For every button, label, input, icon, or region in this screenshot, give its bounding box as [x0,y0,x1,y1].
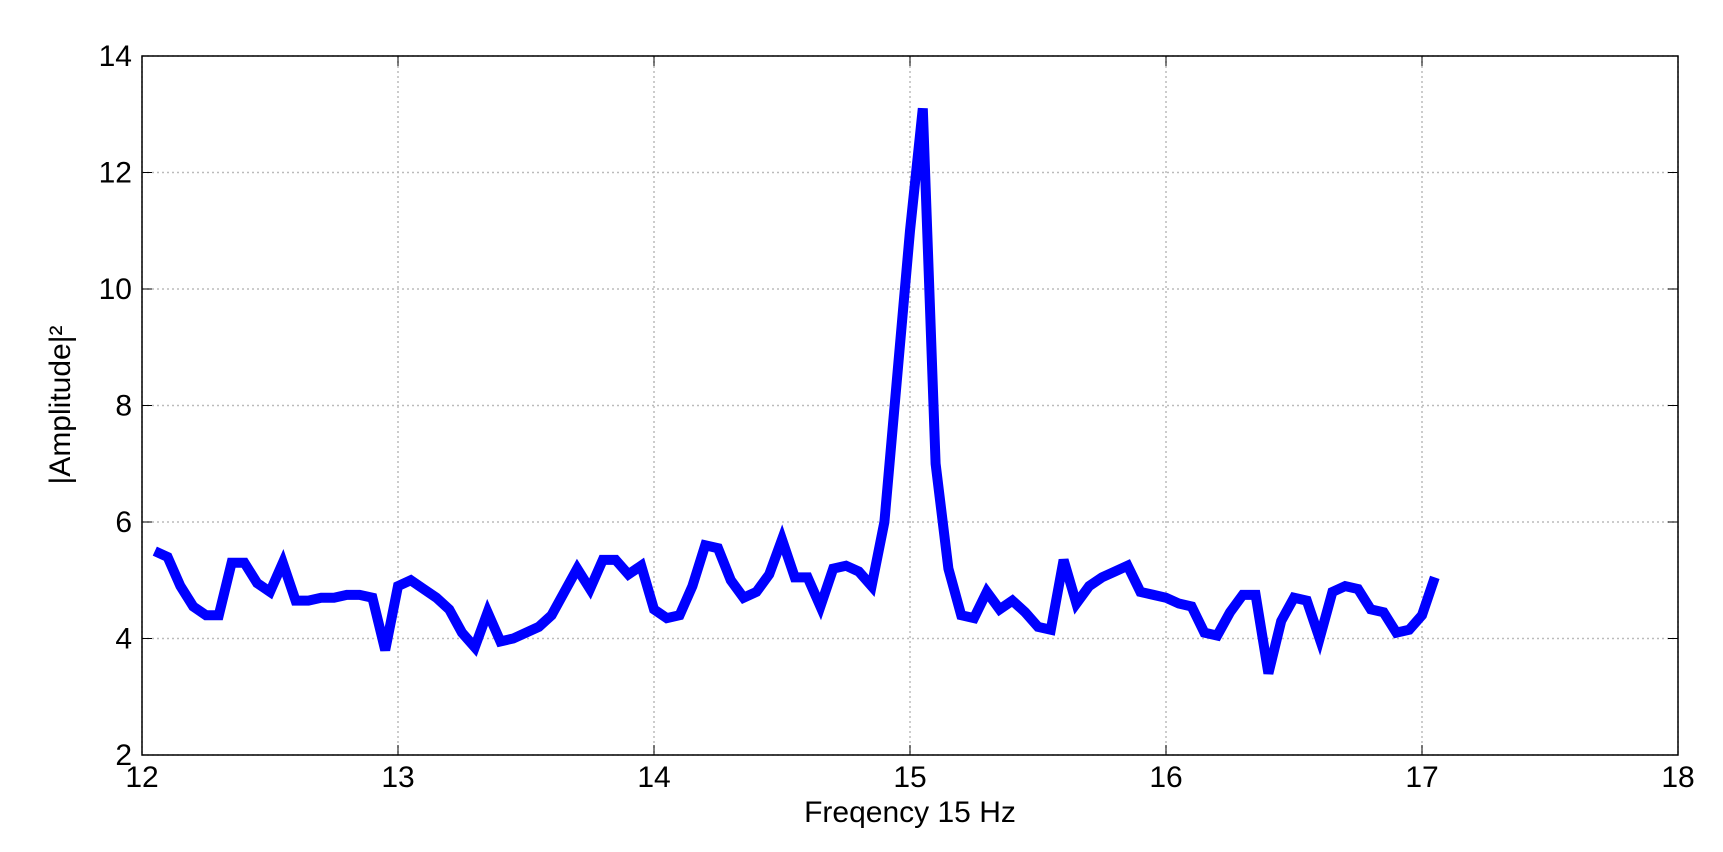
y-tick-label: 2 [115,739,132,772]
y-tick-label: 6 [115,506,132,539]
data-line [152,107,1440,675]
y-tick-label: 14 [99,40,132,73]
x-tick-label: 14 [637,761,670,794]
x-tick-label: 12 [125,761,158,794]
y-tick-label: 12 [99,157,132,190]
y-axis-label: |Amplitude|² [44,326,77,485]
y-tick-label: 8 [115,390,132,423]
x-tick-label: 16 [1149,761,1182,794]
x-axis-label: Freqency 15 Hz [804,796,1016,829]
x-tick-label: 18 [1661,761,1694,794]
x-tick-label: 13 [381,761,414,794]
x-tick-label: 15 [893,761,926,794]
plot-frame [141,55,1679,756]
y-tick-label: 10 [99,273,132,306]
x-tick-label: 17 [1405,761,1438,794]
y-tick-label: 4 [115,623,132,656]
